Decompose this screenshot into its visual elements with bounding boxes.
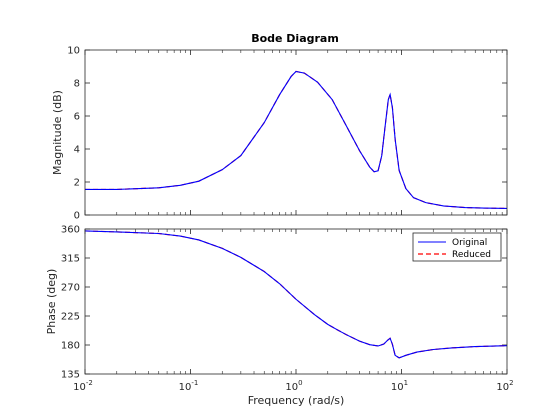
magnitude-y-tick-label: 2 — [74, 178, 80, 189]
phase-y-tick-label: 360 — [61, 225, 80, 236]
magnitude-axes: 0 2 4 6 8 10 Magnitude (dB) — [51, 46, 508, 222]
magnitude-y-tick-label: 4 — [74, 145, 80, 156]
chart-title: Bode Diagram — [251, 32, 339, 45]
x-tick-base: 10 — [179, 382, 192, 393]
phase-y-tick-labels: 135 180 225 270 315 360 — [61, 225, 80, 381]
magnitude-y-tick-labels: 0 2 4 6 8 10 — [67, 46, 80, 222]
x-tick-exponent: 2 — [509, 379, 513, 387]
x-tick-exponent: 0 — [298, 379, 302, 387]
magnitude-plot-area — [85, 50, 507, 215]
legend-box — [412, 232, 502, 262]
x-tick-exponent: -2 — [86, 379, 93, 387]
phase-y-tick-label: 315 — [61, 254, 80, 265]
phase-y-tick-label: 225 — [61, 312, 80, 323]
legend-original-label: Original — [452, 238, 487, 248]
magnitude-frame — [84, 49, 508, 216]
magnitude-original-line — [85, 70, 508, 209]
x-tick-base: 10 — [496, 382, 509, 393]
phase-y-tick-label: 270 — [61, 283, 80, 294]
magnitude-y-tick-label: 8 — [74, 79, 80, 90]
x-tick-label: 101 — [391, 379, 408, 393]
x-tick-exponent: -1 — [191, 379, 198, 387]
magnitude-ylabel: Magnitude (dB) — [51, 90, 64, 175]
x-tick-label: 100 — [285, 379, 302, 393]
legend: Original Reduced — [412, 232, 502, 262]
phase-minor-ticks — [116, 229, 503, 374]
x-tick-label: 102 — [496, 379, 513, 393]
x-tick-label: 10-2 — [73, 379, 93, 393]
x-tick-exponent: 1 — [404, 379, 408, 387]
x-tick-labels: 10-2 10-1 100 101 102 — [73, 379, 513, 393]
phase-y-tick-label: 180 — [61, 341, 80, 352]
magnitude-y-tick-label: 0 — [74, 211, 80, 222]
legend-reduced-label: Reduced — [452, 250, 491, 260]
x-tick-label: 10-1 — [179, 379, 199, 393]
magnitude-y-tick-label: 10 — [67, 46, 80, 57]
magnitude-minor-ticks — [116, 50, 503, 215]
phase-y-tick-label: 135 — [61, 370, 80, 381]
magnitude-y-tick-label: 6 — [74, 112, 80, 123]
phase-original-line — [84, 230, 508, 359]
x-axis-label: Frequency (rad/s) — [248, 394, 345, 407]
phase-ylabel: Phase (deg) — [45, 269, 58, 335]
x-tick-base: 10 — [391, 382, 404, 393]
phase-frame — [84, 228, 508, 375]
x-tick-base: 10 — [285, 382, 298, 393]
x-tick-base: 10 — [73, 382, 86, 393]
